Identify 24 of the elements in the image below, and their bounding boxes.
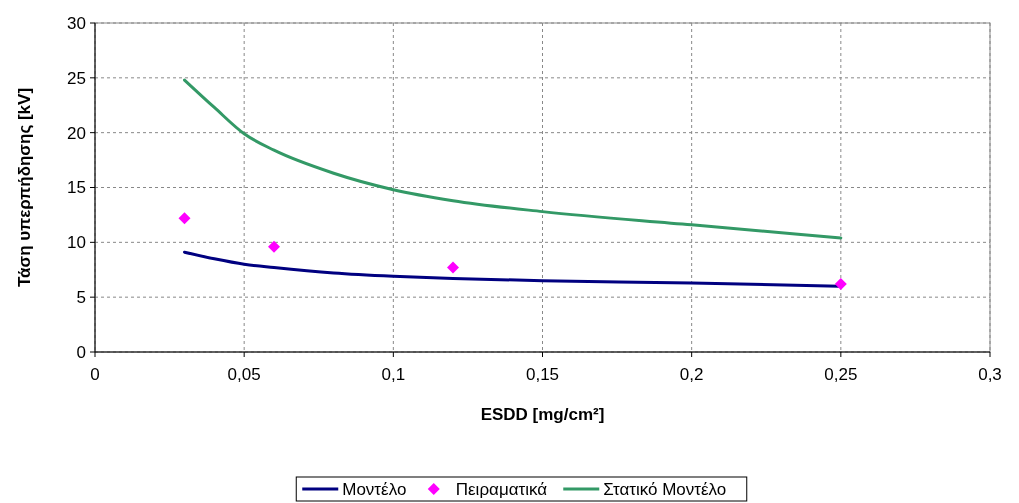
x-tick-label: 0 [90, 365, 100, 384]
y-tick-label: 15 [67, 178, 86, 198]
point [447, 261, 459, 274]
point [268, 240, 280, 253]
x-tick-label: 0,25 [824, 365, 858, 384]
point [178, 212, 191, 225]
legend-label: Στατικό Μοντέλο [603, 479, 727, 499]
y-tick-label: 10 [67, 233, 86, 253]
x-tick-label: 0,2 [679, 365, 704, 384]
x-tick-label: 0,1 [381, 365, 406, 384]
x-tick-label: 0,05 [227, 365, 261, 384]
point [834, 278, 847, 291]
y-tick-label: 0 [76, 342, 86, 362]
line-series [183, 78, 843, 240]
y-tick-label: 5 [76, 288, 86, 308]
legend-label: Μοντέλο [342, 479, 407, 499]
y-tick-label: 20 [67, 123, 86, 143]
legend-label: Πειραματικά [455, 479, 548, 499]
x-tick-label: 0,3 [978, 365, 1002, 384]
y-tick-label: 25 [67, 68, 86, 88]
x-tick-label: 0,15 [525, 365, 560, 384]
x-axis-title: ESDD [mg/cm²] [480, 405, 605, 424]
y-tick-label: 30 [67, 13, 86, 33]
y-axis-title: Τάση υπερπήδησης [kV] [15, 87, 34, 288]
